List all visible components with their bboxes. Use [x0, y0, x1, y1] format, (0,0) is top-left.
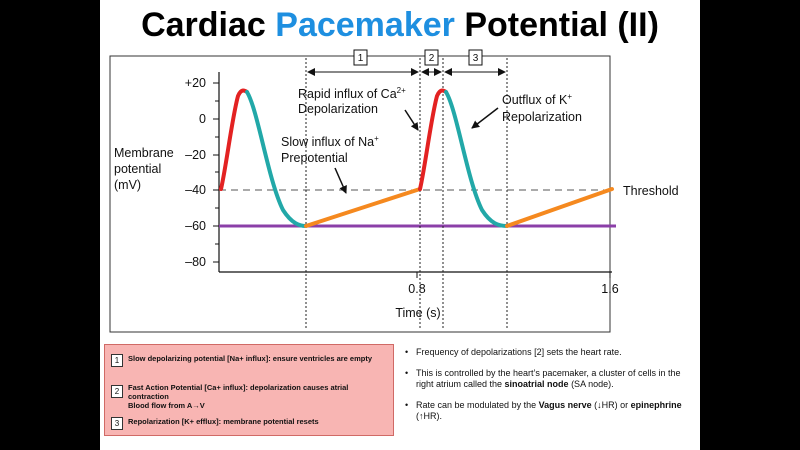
depolarization-curve-1 [219, 88, 249, 191]
prepotential-ramp-1 [304, 187, 422, 228]
y-tick-label: 0 [199, 112, 206, 126]
note-3: • Rate can be modulated by the Vagus nerv… [405, 400, 695, 422]
bullet: • [405, 368, 409, 378]
title-part-1: Cardiac [141, 6, 276, 44]
legend-num-2: 2 [111, 385, 123, 398]
pacemaker-diagram: +20 0 –20 –40 –60 –80 0.8 1.6 Membrane p… [109, 49, 679, 333]
phase-box-1 [353, 49, 368, 66]
y-tick-label: +20 [185, 76, 206, 90]
repolarization-curve-1 [245, 90, 308, 228]
legend-num-3: 3 [111, 417, 123, 430]
legend-text-2: Fast Action Potential [Ca+ influx]: depo… [128, 383, 383, 410]
notes-list: • Frequency of depolarizations [2] sets t… [405, 347, 695, 432]
bullet: • [405, 400, 409, 410]
ca-arrow [404, 109, 419, 131]
na-arrow [334, 167, 347, 194]
y-tick-label: –20 [185, 148, 206, 162]
threshold-label: Threshold [623, 184, 679, 198]
phase-legend: 1 Slow depolarizing potential [Na+ influx… [104, 344, 394, 436]
sinoatrial-node-term: sinoatrial node [504, 379, 569, 389]
legend-text-2a: Fast Action Potential [Ca+ influx]: depo… [128, 383, 349, 401]
y-axis-label-line-1: Membrane [114, 146, 174, 160]
note-2-text-end: (SA node). [568, 379, 614, 389]
note-1-text: Frequency of depolarizations [2] sets th… [416, 347, 622, 357]
repolarization-curve-2 [444, 90, 509, 228]
phase-divider-lines [305, 58, 508, 328]
phase-box-1-label: 1 [358, 53, 364, 64]
title-highlight: Pacemaker [275, 6, 455, 44]
phase-box-2-label: 2 [429, 53, 435, 64]
legend-text-1: Slow depolarizing potential [Na+ influx]… [128, 354, 373, 363]
x-axis-label: Time (s) [395, 306, 440, 320]
x-tick-label: 0.8 [408, 282, 425, 296]
bullet: • [405, 347, 409, 357]
prepotential-label: Prepotential [281, 151, 348, 165]
depolarization-label: Depolarization [298, 102, 378, 116]
y-ticks [213, 82, 219, 263]
y-tick-label: –40 [185, 183, 206, 197]
legend-item-3: 3 Repolarization [K+ efflux]: membrane po… [111, 417, 383, 430]
legend-item-2: 2 Fast Action Potential [Ca+ influx]: dep… [111, 383, 383, 410]
y-tick-label: –60 [185, 219, 206, 233]
y-axis-label-line-2: potential [114, 162, 161, 176]
note-3-text-end: (↑HR). [416, 411, 442, 421]
note-2: • This is controlled by the heart’s pacem… [405, 368, 695, 390]
legend-item-1: 1 Slow depolarizing potential [Na+ influx… [111, 354, 383, 367]
na-influx-label: Slow influx of Na+ [281, 134, 379, 149]
phase-box-3-label: 3 [473, 53, 479, 64]
epinephrine-term: epinephrine [630, 400, 682, 410]
repolarization-label: Repolarization [502, 110, 582, 124]
phase-box-3 [468, 49, 483, 66]
legend-text-2b: Blood flow from A→V [128, 401, 205, 410]
ca-influx-label: Rapid influx of Ca2+ [298, 86, 406, 101]
depolarization-curve-2 [418, 88, 448, 191]
note-3-text-mid: (↓HR) or [591, 400, 631, 410]
phase-box-2 [424, 49, 439, 66]
y-tick-label: –80 [185, 255, 206, 269]
vagus-nerve-term: Vagus nerve [538, 400, 592, 410]
legend-text-3: Repolarization [K+ efflux]: membrane pot… [128, 417, 319, 426]
slide-title: Cardiac Pacemaker Potential (II) [100, 6, 700, 45]
y-axis-label-line-3: (mV) [114, 178, 141, 192]
note-3-text: Rate can be modulated by the [416, 400, 539, 410]
k-arrow [471, 107, 499, 129]
note-2-text: This is controlled by the heart’s pacema… [416, 368, 681, 389]
k-outflux-label: Outflux of K+ [502, 92, 572, 107]
title-part-3: Potential (II) [454, 6, 659, 44]
x-tick-label: 1.6 [601, 282, 618, 296]
legend-num-1: 1 [111, 354, 123, 367]
slide: Cardiac Pacemaker Potential (II) [100, 0, 700, 450]
note-1: • Frequency of depolarizations [2] sets t… [405, 347, 695, 358]
prepotential-ramp-2 [505, 187, 614, 228]
